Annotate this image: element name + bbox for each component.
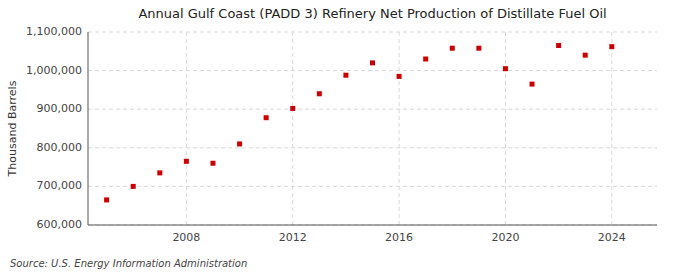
- chart: 600,000 700,000 800,000 900,000 1,000,000 1,1…: [0, 0, 675, 275]
- x-grid-line: [292, 32, 293, 225]
- point: [423, 57, 428, 62]
- point: [290, 106, 295, 111]
- source-note: Source: U.S. Energy Information Administ…: [10, 258, 247, 269]
- point: [556, 43, 561, 48]
- title: Annual Gulf Coast (PADD 3) Refinery Net …: [138, 6, 606, 21]
- point: [476, 46, 481, 51]
- x-grid-line: [399, 32, 400, 225]
- x-tick-label: 2012: [279, 231, 307, 244]
- tick-labels: 600,000 700,000 800,000 900,000 1,000,000 1,1…: [26, 25, 626, 244]
- y-axis-label: Thousand Barrels: [6, 80, 19, 177]
- y-tick-label: 1,000,000: [26, 64, 82, 77]
- y-grid-line: [88, 109, 657, 110]
- point: [184, 159, 189, 164]
- point: [503, 66, 508, 71]
- point: [397, 74, 402, 79]
- point: [370, 60, 375, 65]
- y-tick-label: 600,000: [37, 218, 83, 231]
- point: [237, 141, 242, 146]
- y-grid-line: [88, 147, 657, 148]
- y-tick-label: 900,000: [37, 102, 83, 115]
- y-tick-label: 1,100,000: [26, 25, 82, 38]
- y-tick-label: 700,000: [37, 179, 83, 192]
- chart-container: 600,000 700,000 800,000 900,000 1,000,000 1,1…: [0, 0, 675, 275]
- y-grid-line: [88, 186, 657, 187]
- point: [530, 82, 535, 87]
- x-axis-line: [88, 225, 657, 226]
- x-grid-line: [611, 32, 612, 225]
- point: [264, 115, 269, 120]
- y-grid-line: [88, 225, 657, 226]
- point: [157, 170, 162, 175]
- y-grid-line: [88, 32, 657, 33]
- point: [343, 73, 348, 78]
- point: [609, 44, 614, 49]
- point: [450, 46, 455, 51]
- y-axis-line: [88, 32, 89, 225]
- points: [104, 43, 614, 202]
- point: [104, 197, 109, 202]
- x-tick-label: 2016: [385, 231, 413, 244]
- x-grid-line: [505, 32, 506, 225]
- x-grid-line: [186, 32, 187, 225]
- y-tick-label: 800,000: [37, 141, 83, 154]
- x-tick-label: 2020: [491, 231, 519, 244]
- x-tick-label: 2024: [598, 231, 626, 244]
- point: [317, 91, 322, 96]
- y-grid-line: [88, 70, 657, 71]
- x-tick-label: 2008: [172, 231, 200, 244]
- grid: [88, 32, 657, 225]
- point: [131, 184, 136, 189]
- point: [210, 161, 215, 166]
- point: [583, 53, 588, 58]
